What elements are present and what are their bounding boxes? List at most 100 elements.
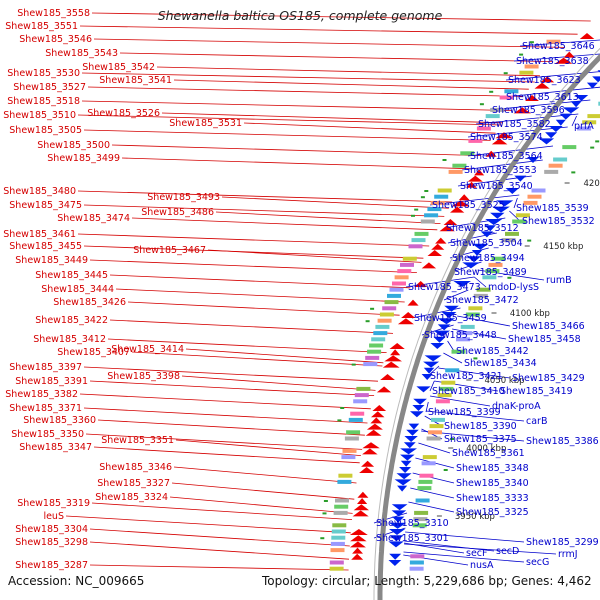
gene-label-right: Shew185_3448 [424,330,497,341]
genome-backbone [373,47,600,600]
forward-gene-arrow [353,504,369,511]
reverse-gene-arrow [496,200,514,207]
gene-features [320,33,600,571]
cds-marker [479,103,484,106]
annotation-band [544,169,559,174]
gene-label-left: Shew185_3351 [101,435,174,446]
gene-label-left: Shew185_3467 [133,245,206,256]
annotation-band [382,306,397,311]
leader-line-right [443,352,463,364]
gene-label-right: Shew185_3419 [500,386,573,397]
reverse-gene-arrow [391,504,408,511]
gene-label-right: Shew185_3646 [522,41,595,52]
leader-line-left [109,274,411,289]
leader-line-left [173,466,357,484]
gene-label-left: Shew185_3475 [9,200,82,211]
gene-label-right: Shew185_3574 [470,132,543,143]
gene-label-right: Shew185_3473 [408,282,481,293]
tick-label: 4150 kbp [543,242,583,252]
reverse-gene-arrow [416,386,431,393]
forward-gene-arrow [362,442,380,449]
leader-line-left [83,129,491,141]
gene-label-left: Shew185_3298 [15,537,88,548]
forward-gene-arrow [382,361,400,368]
annotation-band [354,393,369,398]
leader-line-right [503,86,600,98]
annotation-band [408,244,423,249]
forward-gene-arrow [352,547,363,554]
backbone-arc [377,53,600,600]
forward-gene-arrow [554,57,573,64]
gene-label-left: Shew185_3412 [33,334,106,345]
annotation-band [456,337,470,342]
forward-gene-arrow [371,411,385,418]
forward-gene-arrow [397,318,414,325]
annotation-band [577,126,592,131]
leader-line-right [467,126,568,138]
gene-label-right: Shew185_3386 [526,436,599,447]
gene-label-right: Shew185_3494 [452,253,525,264]
cds-marker [529,41,534,44]
leader-line-right [475,113,579,125]
gene-label-left: Shew185_3480 [3,186,76,197]
gene-label-left: Shew185_3327 [97,478,170,489]
reverse-gene-arrow [388,560,402,566]
reverse-gene-arrow [430,343,445,349]
gene-labels: Shew185_3558 Shew185_3551 Shew185_3546 Shew… [3,8,598,571]
cds-marker [424,190,429,192]
annotation-band [512,219,527,224]
forward-gene-arrow [366,423,383,430]
gene-label-left: Shew185_3287 [15,560,88,571]
annotation-band [468,306,483,311]
reverse-gene-arrow [389,529,406,535]
forward-gene-arrow [439,225,455,232]
leader-line-left [243,122,496,134]
annotation-band [515,213,530,218]
reverse-gene-arrow [545,132,558,139]
reverse-gene-arrow [389,535,404,542]
reverse-gene-arrow [492,206,510,213]
leader-line-right [474,276,487,288]
annotation-band [519,70,534,75]
reverse-gene-arrow [388,541,404,548]
annotation-band [363,362,378,367]
forward-gene-arrow [349,541,366,548]
leader-line-left [156,66,540,77]
annotation-band [587,114,600,119]
forward-gene-arrow [352,510,369,517]
gene-label-left: Shew185_3347 [19,442,92,453]
gene-label-left: Shew185_3360 [23,415,96,426]
annotation-band [375,324,390,329]
gene-label-left: Shew185_3407 [57,347,130,358]
leader-line-left [91,502,353,520]
reverse-gene-arrow [549,126,563,132]
annotation-band [431,417,445,422]
gene-label-right: Shew185_3434 [464,358,537,369]
leader-line-left [79,25,578,35]
forward-gene-arrow [357,491,369,498]
cds-marker [450,438,455,440]
forward-gene-arrow [361,460,375,467]
forward-gene-arrow [350,535,367,542]
gene-label-right: carB [526,416,547,427]
reverse-gene-arrow [559,113,573,120]
annotation-band [419,473,434,478]
leader-line-right [425,410,525,422]
annotation-band [429,424,444,429]
annotation-band [448,169,463,174]
leader-line-right [408,501,455,513]
cds-marker [473,357,478,360]
reverse-gene-arrow [404,436,418,442]
gene-label-right: Shew185_3532 [522,216,595,227]
leader-line-left [171,482,355,500]
cds-marker [571,171,576,174]
gene-label-right: Shew185_3489 [454,267,527,278]
annotation-band [426,436,441,441]
annotation-band [439,386,454,391]
leader-line-left [181,375,376,391]
annotation-band [420,219,435,224]
leader-line-left [121,157,473,170]
annotation-band [527,194,542,199]
leader-line-right [403,551,525,563]
